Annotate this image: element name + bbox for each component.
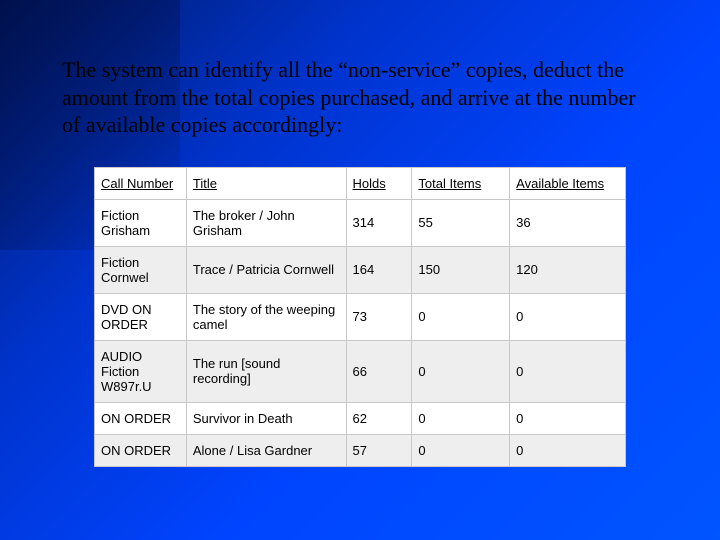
cell-call-number: ON ORDER: [95, 434, 187, 466]
cell-title: The run [sound recording]: [186, 340, 346, 402]
slide-description: The system can identify all the “non-ser…: [62, 56, 658, 139]
table-row: Fiction Cornwel Trace / Patricia Cornwel…: [95, 246, 626, 293]
cell-total-items: 0: [412, 340, 510, 402]
data-table-container: Call Number Title Holds Total Items Avai…: [94, 167, 626, 467]
cell-total-items: 0: [412, 434, 510, 466]
table-row: DVD ON ORDER The story of the weeping ca…: [95, 293, 626, 340]
col-header-call-number: Call Number: [95, 167, 187, 199]
cell-call-number: DVD ON ORDER: [95, 293, 187, 340]
cell-title: Alone / Lisa Gardner: [186, 434, 346, 466]
table-row: Fiction Grisham The broker / John Grisha…: [95, 199, 626, 246]
table-row: AUDIO Fiction W897r.U The run [sound rec…: [95, 340, 626, 402]
cell-title: Trace / Patricia Cornwell: [186, 246, 346, 293]
cell-available-items: 36: [510, 199, 626, 246]
holds-table: Call Number Title Holds Total Items Avai…: [94, 167, 626, 467]
cell-holds: 314: [346, 199, 412, 246]
cell-title: The story of the weeping camel: [186, 293, 346, 340]
cell-holds: 62: [346, 402, 412, 434]
cell-available-items: 120: [510, 246, 626, 293]
cell-available-items: 0: [510, 293, 626, 340]
cell-available-items: 0: [510, 402, 626, 434]
slide-content: The system can identify all the “non-ser…: [0, 0, 720, 467]
table-header: Call Number Title Holds Total Items Avai…: [95, 167, 626, 199]
cell-holds: 66: [346, 340, 412, 402]
cell-total-items: 150: [412, 246, 510, 293]
col-header-available-items: Available Items: [510, 167, 626, 199]
cell-total-items: 55: [412, 199, 510, 246]
cell-title: Survivor in Death: [186, 402, 346, 434]
col-header-title: Title: [186, 167, 346, 199]
table-body: Fiction Grisham The broker / John Grisha…: [95, 199, 626, 466]
cell-holds: 57: [346, 434, 412, 466]
cell-total-items: 0: [412, 402, 510, 434]
cell-call-number: Fiction Grisham: [95, 199, 187, 246]
table-row: ON ORDER Survivor in Death 62 0 0: [95, 402, 626, 434]
cell-call-number: Fiction Cornwel: [95, 246, 187, 293]
cell-call-number: ON ORDER: [95, 402, 187, 434]
col-header-holds: Holds: [346, 167, 412, 199]
cell-holds: 73: [346, 293, 412, 340]
cell-title: The broker / John Grisham: [186, 199, 346, 246]
cell-available-items: 0: [510, 340, 626, 402]
table-row: ON ORDER Alone / Lisa Gardner 57 0 0: [95, 434, 626, 466]
table-header-row: Call Number Title Holds Total Items Avai…: [95, 167, 626, 199]
cell-total-items: 0: [412, 293, 510, 340]
col-header-total-items: Total Items: [412, 167, 510, 199]
cell-available-items: 0: [510, 434, 626, 466]
cell-holds: 164: [346, 246, 412, 293]
cell-call-number: AUDIO Fiction W897r.U: [95, 340, 187, 402]
